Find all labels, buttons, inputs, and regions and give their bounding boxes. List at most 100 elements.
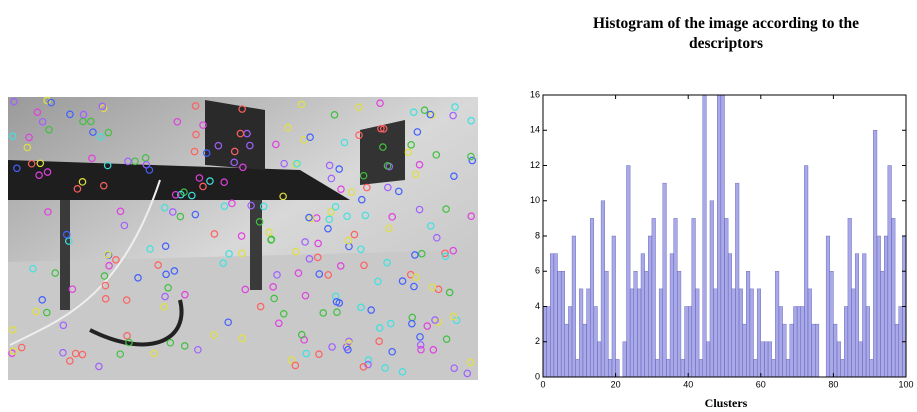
bar [633,271,638,378]
bar [778,306,783,378]
keypoint [59,348,67,357]
keypoint [468,156,477,165]
keypoint [194,345,202,354]
x-tick-label: 20 [611,379,621,389]
keypoint [375,324,384,332]
keypoint [428,283,437,292]
keypoint [269,283,277,291]
bar [706,341,711,378]
keypoint [301,291,310,300]
bar [651,218,656,378]
bar [709,200,714,378]
bar [887,165,892,378]
keypoint [467,116,475,125]
bar [854,253,860,378]
bar [731,288,736,378]
keypoint [9,347,18,355]
keypoint [445,288,454,297]
bar [858,341,863,378]
keypoint [314,239,322,248]
bar [753,359,758,378]
keypoint [386,319,395,328]
keypoint [319,309,328,317]
keypoint [112,256,120,264]
bar [804,165,809,378]
keypoint [328,343,336,351]
bar [815,323,820,378]
keypoint [325,215,334,224]
keypoint [228,199,236,208]
keypoint [449,111,457,120]
keypoint [164,283,172,292]
keypoint [161,292,169,301]
keypoint [350,230,359,239]
keypoint [103,161,112,170]
keypoint [101,281,110,290]
bar [666,359,671,378]
keypoint [206,177,214,185]
keypoint [279,310,288,318]
keypoint [43,96,51,105]
y-tick-label: 12 [530,160,540,170]
keypoint [23,143,32,152]
y-tick-label: 0 [535,371,540,381]
x-tick-label: 60 [756,379,766,389]
bar [862,253,867,378]
y-tick-label: 14 [530,125,540,135]
keypoint [99,181,108,190]
keypoint [291,247,300,256]
bar [644,271,649,378]
keypoint [32,307,40,316]
bar [579,288,584,378]
keypoint [78,178,87,186]
keypoint [42,308,51,317]
keypoint [116,207,125,216]
keypoint [394,187,403,196]
keypoint [66,357,74,365]
x-tick-label: 0 [540,379,545,389]
keypoint [47,98,55,107]
keypoint [330,111,339,119]
bar [557,271,562,378]
bar [586,288,591,378]
keypoint [170,267,179,275]
bar [756,288,761,378]
bar [796,306,801,378]
bar [546,306,551,378]
keypoint [431,316,439,324]
bar [564,323,569,378]
keypoint [302,349,311,358]
keypoint [8,326,17,334]
bar [604,271,609,378]
keypoint [407,141,415,149]
keypoint [134,274,142,282]
keypoint [210,230,219,238]
bar [717,94,722,378]
keypoint [210,331,218,339]
keypoint [360,261,368,270]
bar [735,182,740,378]
keypoint [199,182,207,191]
bar [767,341,772,378]
bar [662,182,667,378]
keypoint [238,249,246,258]
bar [724,218,729,378]
bar [593,306,598,378]
keypoint [190,147,199,156]
bar [764,341,769,378]
keypoint [383,258,391,267]
keypoint [450,364,459,372]
keypoint [272,140,280,149]
keypoint [324,271,333,279]
keypoint [17,343,26,352]
keypoint [427,222,435,230]
keypoint [38,296,47,304]
bar [807,288,812,378]
keypoint [180,342,189,350]
keypoint [59,321,68,330]
keypoint [214,141,223,150]
keypoint [36,159,45,168]
chart-title: Histogram of the image according to the … [592,15,860,52]
